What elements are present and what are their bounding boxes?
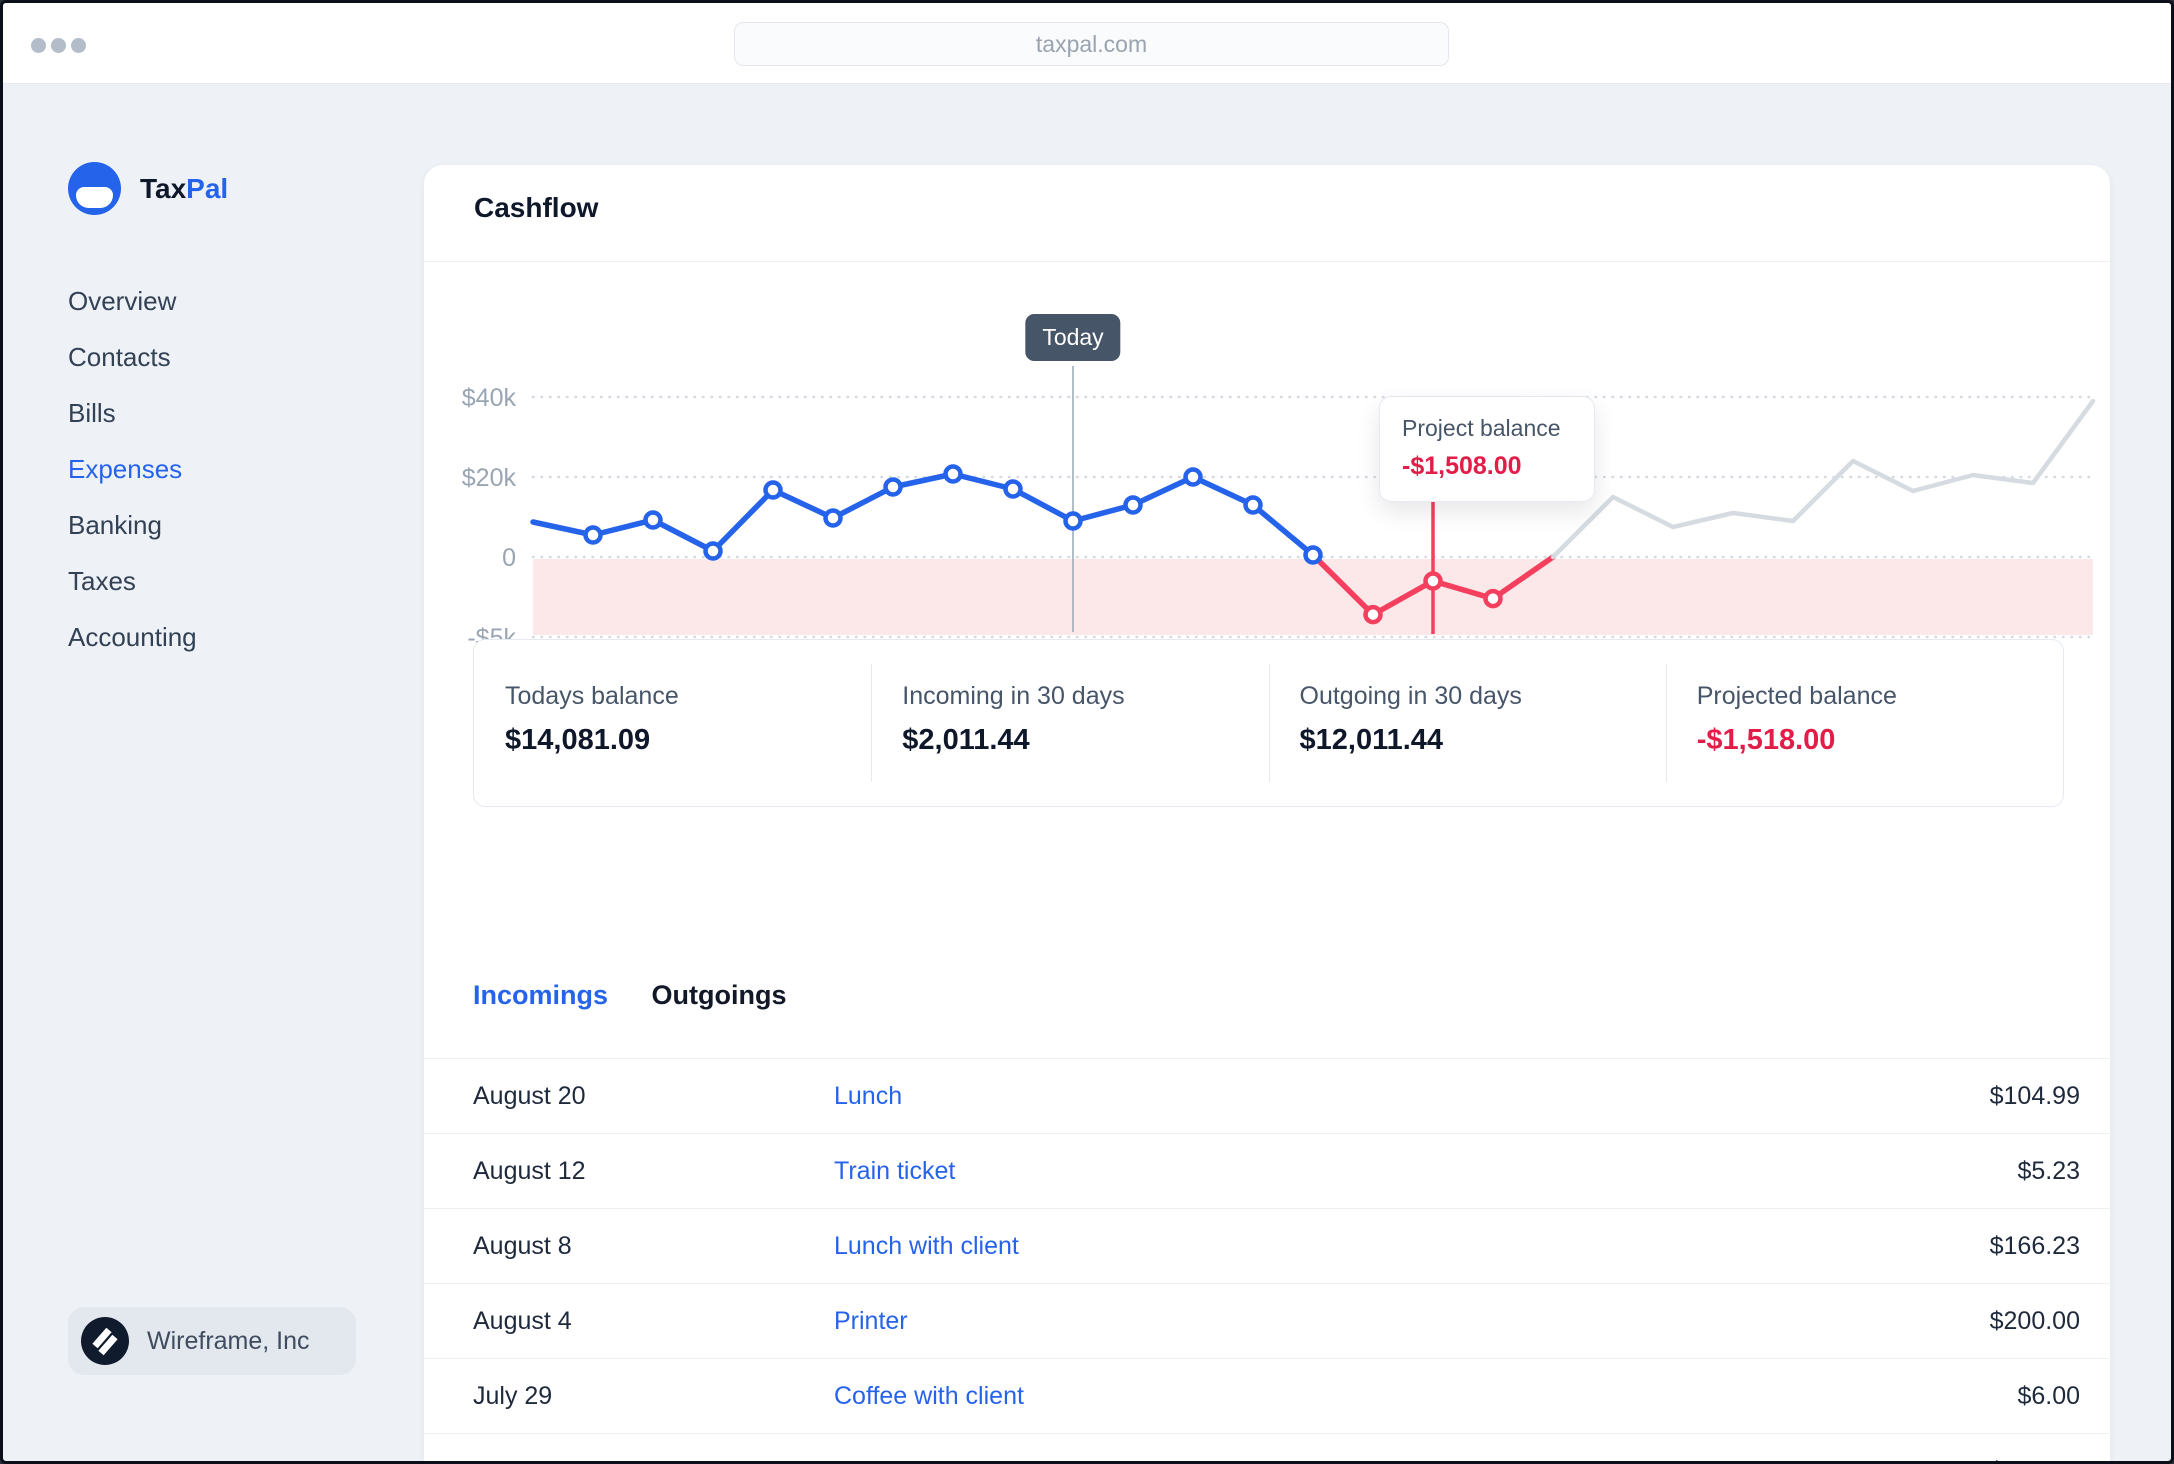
project-balance-tooltip-value: -$1,508.00 (1402, 452, 1522, 480)
card-divider (424, 261, 2110, 262)
cashflow-chart: $40k $20k 0 -$5k Today Project balance -… (424, 262, 2112, 732)
table-row: August 8 Lunch with client $166.23 (424, 1208, 2112, 1283)
browser-chrome: taxpal.com (3, 3, 2171, 84)
transaction-date: August 8 (473, 1232, 572, 1260)
cashflow-chart-canvas: $40k $20k 0 -$5k (462, 366, 2096, 652)
stat-outgoing-30-days: Outgoing in 30 days $12,011.44 (1268, 640, 1666, 806)
address-bar[interactable]: taxpal.com (734, 22, 1449, 66)
cashflow-card: Cashflow $40k $20k 0 -$5k (423, 164, 2112, 1461)
chart-series (530, 398, 2096, 625)
transaction-link[interactable]: Lunch (834, 1082, 903, 1110)
y-axis-labels: $40k $20k 0 -$5k (462, 384, 517, 652)
stat-value: $2,011.44 (902, 724, 1030, 756)
window-control-dot[interactable] (71, 38, 86, 53)
sidebar-item-banking[interactable]: Banking (68, 510, 162, 540)
transaction-amount: $104.99 (1989, 1082, 2080, 1110)
cashflow-title: Cashflow (474, 192, 599, 223)
negative-balance-band (533, 559, 2093, 635)
sidebar-item-contacts[interactable]: Contacts (68, 342, 171, 372)
sidebar-item-bills[interactable]: Bills (68, 398, 116, 428)
project-balance-tooltip-label: Project balance (1402, 415, 1561, 441)
taxpal-logo-text: TaxPal (140, 172, 229, 204)
table-row: July 29 Coffee with client $6.00 (424, 1358, 2112, 1433)
taxpal-logo-icon (68, 162, 121, 215)
stat-value: $14,081.09 (505, 724, 651, 756)
window-control-dot[interactable] (31, 38, 46, 53)
stats-summary-card: Todays balance $14,081.09 Incoming in 30… (473, 639, 2064, 807)
y-tick-20k: $20k (462, 464, 517, 492)
stat-label: Todays balance (505, 682, 679, 710)
transaction-amount: $200.00 (1989, 1307, 2080, 1335)
stat-label: Incoming in 30 days (902, 682, 1125, 710)
stat-value: $12,011.44 (1299, 724, 1444, 756)
table-row: August 20 Lunch $104.99 (424, 1058, 2112, 1133)
today-tooltip: Today (1025, 314, 1121, 361)
today-tooltip-label: Today (1042, 324, 1104, 350)
transactions-tabs: Incomings Outgoings (473, 980, 823, 1011)
sidebar-item-accounting[interactable]: Accounting (68, 622, 197, 652)
transaction-link[interactable]: Coffee with client (834, 1382, 1024, 1410)
stat-label: Projected balance (1696, 682, 1897, 710)
sidebar-item-overview[interactable]: Overview (68, 286, 177, 316)
gridlines (531, 395, 2095, 639)
stat-label: Outgoing in 30 days (1299, 682, 1522, 710)
workspace-switcher[interactable]: Wireframe, Inc (68, 1307, 356, 1375)
table-row: August 4 Printer $200.00 (424, 1283, 2112, 1358)
sidebar-item-taxes[interactable]: Taxes (68, 566, 136, 596)
transaction-date: July 22 (473, 1434, 552, 1461)
transaction-link[interactable]: Lunch with client (834, 1232, 1019, 1260)
table-row: August 12 Train ticket $5.23 (424, 1133, 2112, 1208)
y-tick-40k: $40k (462, 384, 517, 412)
stat-incoming-30-days: Incoming in 30 days $2,011.44 (871, 640, 1268, 806)
sidebar-nav: Overview Contacts Bills Expenses Banking… (68, 282, 197, 674)
address-bar-url: taxpal.com (1035, 30, 1148, 57)
transaction-link[interactable]: Travel (834, 1434, 903, 1461)
project-balance-tooltip: Project balance -$1,508.00 (1379, 396, 1595, 502)
transaction-amount: $6.00 (2017, 1382, 2080, 1410)
transaction-amount: $166.23 (1989, 1232, 2080, 1260)
transaction-date: July 29 (473, 1382, 553, 1410)
stat-projected-balance: Projected balance -$1,518.00 (1665, 640, 2063, 806)
workspace-logo-icon (81, 1317, 129, 1365)
transaction-link[interactable]: Train ticket (834, 1157, 956, 1185)
sidebar-item-expenses[interactable]: Expenses (68, 454, 183, 484)
tab-incomings[interactable]: Incomings (473, 980, 609, 1010)
transaction-date: August 20 (473, 1082, 586, 1110)
stat-todays-balance: Todays balance $14,081.09 (474, 640, 871, 806)
transaction-date: August 12 (473, 1157, 586, 1185)
y-tick-0: 0 (502, 544, 516, 572)
tab-outgoings[interactable]: Outgoings (651, 980, 787, 1010)
transaction-amount: $5.23 (2017, 1157, 2080, 1185)
table-row: July 22 Travel $105.63 (424, 1433, 2112, 1461)
transactions-table: August 20 Lunch $104.99 August 12 Train … (424, 1058, 2112, 1461)
stat-value: -$1,518.00 (1696, 724, 1836, 756)
workspace-name: Wireframe, Inc (147, 1326, 310, 1355)
transaction-link[interactable]: Printer (834, 1307, 908, 1335)
transaction-amount: $105.63 (1990, 1434, 2080, 1461)
transaction-date: August 4 (473, 1307, 572, 1335)
taxpal-logo[interactable]: TaxPal (68, 162, 228, 215)
window-control-dot[interactable] (51, 38, 66, 53)
